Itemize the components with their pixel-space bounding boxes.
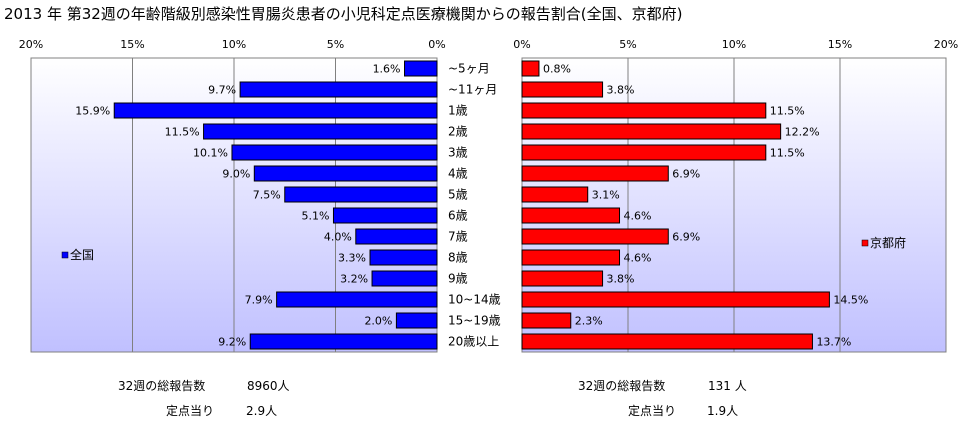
chart-title: 2013 年 第32週の年齢階級別感染性胃腸炎患者の小児科定点医療機関からの報告… [4,5,683,23]
category-label: ~5ヶ月 [448,62,490,76]
right-axis-tick-label: 15% [828,38,852,51]
left-bar-data-label: 7.9% [245,294,273,307]
left-bar-data-label: 11.5% [165,126,200,139]
left-per-value: 2.9人 [246,404,278,418]
left-total-label: 32週の総報告数 [118,379,206,393]
category-label: ~11ヶ月 [448,83,497,97]
right-bar [521,165,669,182]
category-label: 7歳 [448,230,468,244]
left-axis-tick-label: 10% [222,38,246,51]
right-bar-data-label: 6.9% [672,231,700,244]
category-label: 2歳 [448,125,468,139]
right-bar-data-label: 11.5% [770,147,805,160]
right-bar-data-label: 6.9% [672,168,700,181]
right-bar-data-label: 3.8% [607,84,635,97]
left-bar [284,186,438,203]
left-bar [395,312,438,329]
right-bar-data-label: 2.3% [575,315,603,328]
right-bar-data-label: 13.7% [816,336,851,349]
right-bar [521,291,830,308]
right-axis-tick-label: 0% [513,38,530,51]
left-bar-data-label: 10.1% [193,147,228,160]
category-label: 3歳 [448,146,468,160]
left-per-label: 定点当り [166,404,215,418]
category-label: 1歳 [448,104,468,118]
right-bar-data-label: 14.5% [833,294,868,307]
left-bar [113,102,438,119]
left-bar-data-label: 9.7% [208,84,236,97]
right-bar-data-label: 4.6% [624,210,652,223]
left-bar [231,144,438,161]
right-bar-data-label: 12.2% [785,126,820,139]
left-bar-data-label: 1.6% [373,63,401,76]
legend-label-right: 京都府 [870,235,906,250]
left-bar [239,81,438,98]
left-bar [203,123,438,140]
left-bar-data-label: 9.0% [222,168,250,181]
right-bar-data-label: 3.1% [592,189,620,202]
legend-label-left: 全国 [70,247,94,262]
category-label: 15~19歳 [448,314,501,328]
left-axis-tick-label: 20% [19,38,43,51]
right-bar [521,312,572,329]
left-axis-tick-label: 5% [327,38,344,51]
right-bar-data-label: 4.6% [624,252,652,265]
category-label: 5歳 [448,188,468,202]
left-bar-data-label: 9.2% [218,336,246,349]
right-bar [521,81,604,98]
left-bar [371,270,438,287]
right-total-value: 131 人 [708,379,747,393]
right-axis-tick-label: 5% [619,38,636,51]
right-bar [521,228,669,245]
left-bar-data-label: 5.1% [302,210,330,223]
left-bar-data-label: 3.3% [338,252,366,265]
right-bar [521,270,604,287]
left-total-value: 8960人 [247,379,290,393]
right-bar [521,333,813,350]
right-bar [521,102,767,119]
right-per-value: 1.9人 [707,404,739,418]
category-label: 4歳 [448,167,468,181]
left-bar [369,249,438,266]
left-bar [404,60,438,77]
right-bar [521,207,621,224]
right-axis-tick-label: 20% [934,38,958,51]
left-bar [249,333,438,350]
right-bar [521,144,767,161]
left-bar-data-label: 15.9% [75,105,110,118]
left-bar-data-label: 2.0% [364,315,392,328]
category-label: 9歳 [448,272,468,286]
left-bar [332,207,438,224]
legend-swatch-right [861,239,869,247]
right-bar [521,186,589,203]
right-bar-data-label: 3.8% [607,273,635,286]
right-bar-data-label: 11.5% [770,105,805,118]
right-axis-tick-label: 10% [722,38,746,51]
right-bar-data-label: 0.8% [543,63,571,76]
right-bar [521,249,621,266]
left-bar-data-label: 7.5% [253,189,281,202]
category-label: 20歳以上 [448,335,499,349]
category-label: 10~14歳 [448,293,501,307]
left-bar-data-label: 4.0% [324,231,352,244]
left-bar [276,291,438,308]
left-bar [253,165,438,182]
right-per-label: 定点当り [628,404,677,418]
left-axis-tick-label: 0% [428,38,445,51]
category-label: 8歳 [448,251,468,265]
category-label: 6歳 [448,209,468,223]
left-bar [355,228,438,245]
right-total-label: 32週の総報告数 [578,379,666,393]
right-bar [521,123,782,140]
left-bar-data-label: 3.2% [340,273,368,286]
left-axis-tick-label: 15% [120,38,144,51]
right-bar [521,60,540,77]
legend-swatch-left [61,251,69,259]
